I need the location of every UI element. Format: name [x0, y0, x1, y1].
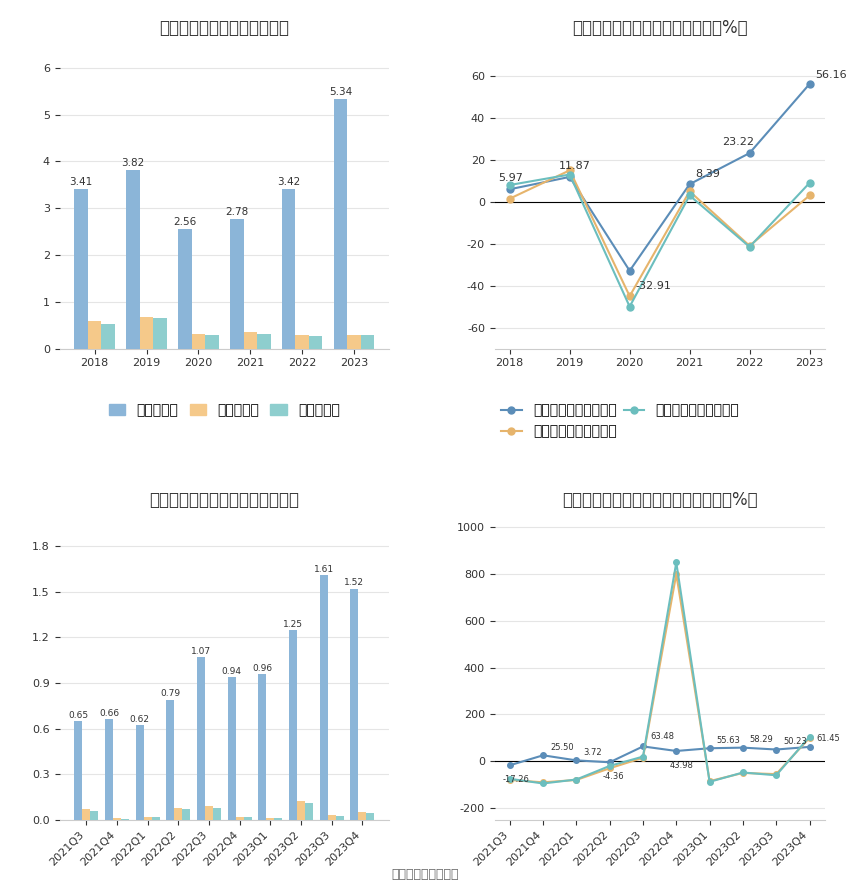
Text: 5.97: 5.97: [499, 173, 524, 183]
Bar: [101, 323, 115, 348]
Text: 1.25: 1.25: [283, 619, 303, 628]
Bar: [297, 802, 305, 820]
Text: -4.36: -4.36: [603, 772, 625, 781]
Bar: [88, 322, 101, 348]
Bar: [75, 721, 82, 820]
Bar: [257, 333, 270, 348]
Text: 0.94: 0.94: [222, 666, 241, 675]
Bar: [266, 818, 275, 820]
Text: 11.87: 11.87: [558, 160, 591, 170]
Bar: [327, 815, 336, 820]
Bar: [289, 630, 297, 820]
Text: 0.65: 0.65: [68, 711, 88, 720]
Bar: [178, 229, 192, 348]
Bar: [305, 803, 313, 820]
Bar: [320, 575, 327, 820]
Bar: [167, 699, 174, 820]
Legend: 营业总收入, 归母净利润, 扣非净利润: 营业总收入, 归母净利润, 扣非净利润: [103, 398, 345, 423]
Text: 0.62: 0.62: [130, 715, 150, 724]
Text: 55.63: 55.63: [717, 736, 740, 745]
Bar: [113, 818, 121, 820]
Text: 0.96: 0.96: [252, 664, 273, 673]
Text: -17.26: -17.26: [503, 775, 530, 784]
Bar: [75, 189, 88, 348]
Text: 0.66: 0.66: [99, 709, 119, 718]
Bar: [350, 589, 359, 820]
Bar: [282, 189, 296, 348]
Text: 58.29: 58.29: [750, 735, 774, 744]
Bar: [359, 812, 366, 820]
Text: -32.91: -32.91: [635, 281, 672, 290]
Title: 营收、净利同比增长率季度变动情况（%）: 营收、净利同比增长率季度变动情况（%）: [562, 491, 757, 509]
Bar: [192, 333, 205, 348]
Bar: [153, 318, 167, 348]
Bar: [152, 817, 160, 820]
Text: 1.07: 1.07: [191, 647, 211, 656]
Bar: [366, 813, 374, 820]
Text: 3.42: 3.42: [277, 176, 300, 187]
Text: 50.23: 50.23: [783, 737, 807, 746]
Text: 56.16: 56.16: [815, 70, 847, 80]
Bar: [296, 335, 309, 348]
Title: 历年营收、净利情况（亿元）: 历年营收、净利情况（亿元）: [159, 20, 289, 37]
Text: 数据来源：恒生聚源: 数据来源：恒生聚源: [391, 868, 459, 880]
Bar: [360, 335, 374, 348]
Bar: [144, 817, 152, 820]
Title: 营收、净利季度变动情况（亿元）: 营收、净利季度变动情况（亿元）: [150, 491, 299, 509]
Bar: [235, 817, 244, 820]
Bar: [205, 335, 218, 348]
Bar: [136, 725, 144, 820]
Bar: [174, 807, 183, 820]
Bar: [228, 677, 235, 820]
Bar: [213, 807, 221, 820]
Text: 1.52: 1.52: [344, 578, 365, 587]
Bar: [105, 719, 113, 820]
Title: 历年营收、净利同比增长率情况（%）: 历年营收、净利同比增长率情况（%）: [572, 20, 747, 37]
Text: 43.98: 43.98: [669, 761, 694, 770]
Text: 23.22: 23.22: [722, 137, 754, 147]
Text: 0.79: 0.79: [161, 690, 180, 699]
Bar: [197, 657, 205, 820]
Bar: [348, 334, 360, 348]
Text: 61.45: 61.45: [817, 734, 840, 743]
Bar: [336, 816, 343, 820]
Text: 5.34: 5.34: [329, 87, 352, 97]
Bar: [244, 332, 257, 348]
Bar: [205, 806, 213, 820]
Bar: [127, 170, 140, 348]
Bar: [275, 818, 282, 820]
Bar: [140, 316, 153, 348]
Bar: [244, 817, 252, 820]
Text: 1.61: 1.61: [314, 565, 334, 574]
Text: 3.82: 3.82: [122, 158, 144, 168]
Text: 63.48: 63.48: [650, 732, 674, 741]
Text: 2.56: 2.56: [173, 217, 196, 227]
Bar: [258, 674, 266, 820]
Bar: [230, 218, 244, 348]
Text: 2.78: 2.78: [225, 207, 248, 217]
Bar: [90, 811, 99, 820]
Text: 25.50: 25.50: [550, 743, 574, 752]
Legend: 营业总收入同比增长率, 归母净利润同比增长率, 扣非净利润同比增长率: 营业总收入同比增长率, 归母净利润同比增长率, 扣非净利润同比增长率: [496, 398, 745, 444]
Text: 3.41: 3.41: [70, 177, 93, 187]
Text: 3.72: 3.72: [583, 748, 602, 756]
Bar: [183, 809, 190, 820]
Bar: [82, 809, 90, 820]
Bar: [334, 99, 348, 348]
Bar: [309, 336, 322, 348]
Text: 8.39: 8.39: [695, 169, 720, 179]
